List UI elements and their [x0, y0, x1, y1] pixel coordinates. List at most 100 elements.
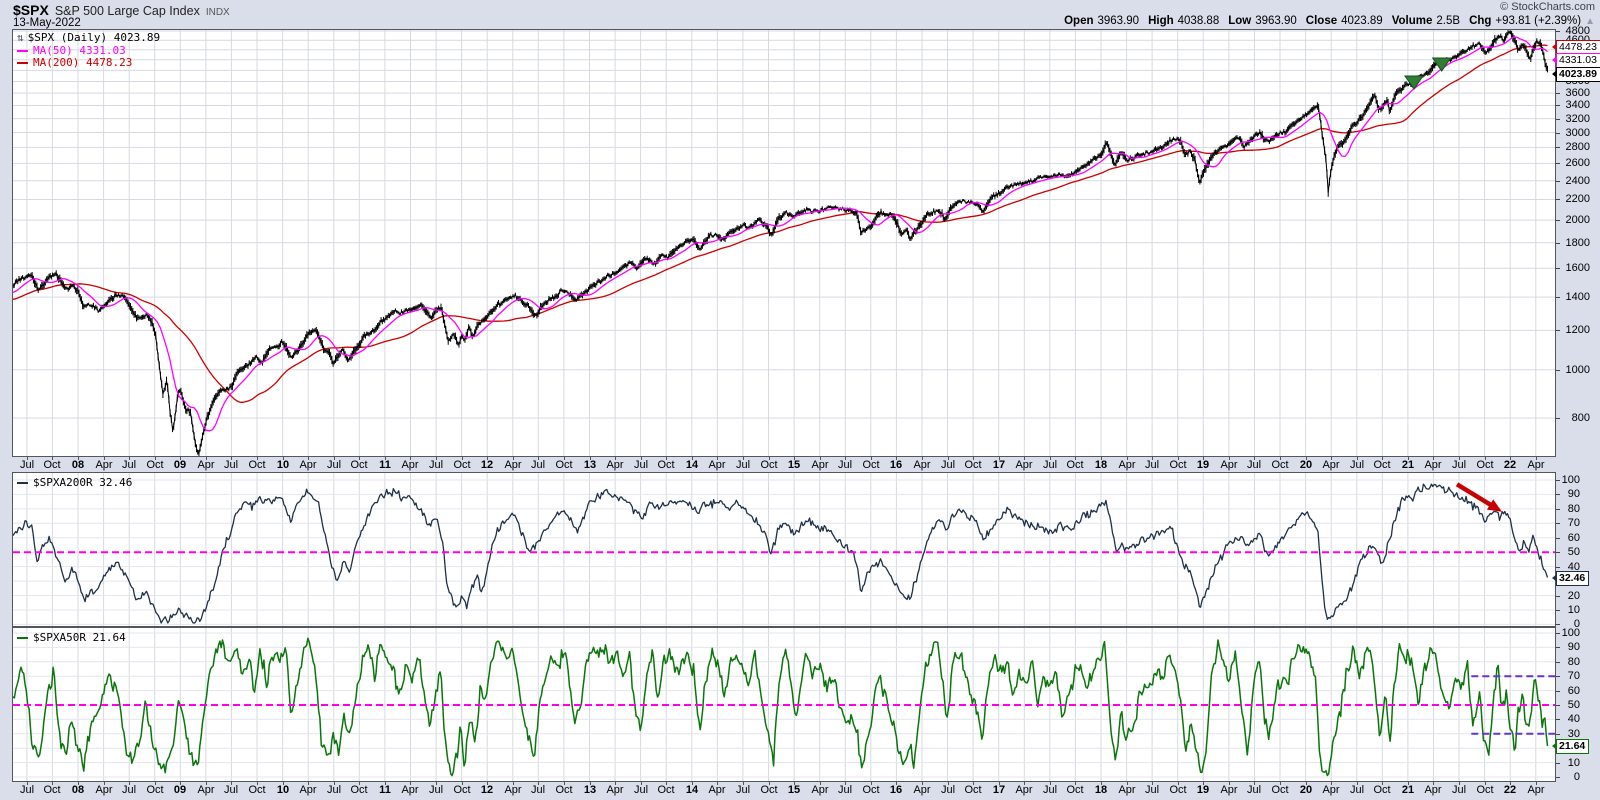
- date-tick-label: 19: [1196, 459, 1210, 471]
- value-axis-label: 80: [1567, 503, 1580, 515]
- change-up-arrow-icon: ▲: [1585, 16, 1595, 27]
- date-tick-label: Jul: [121, 459, 137, 471]
- date-tick-label: Apr: [197, 784, 215, 796]
- date-tick: [129, 457, 130, 460]
- spxa50r-value-tag: 21.64: [1551, 739, 1590, 754]
- value-axis-tick: [1556, 199, 1560, 200]
- date-tick-label: Jul: [1042, 784, 1058, 796]
- date-tick-label: Apr: [811, 784, 829, 796]
- value-axis-label: 1200: [1565, 324, 1590, 336]
- value-axis-label: 50: [1567, 699, 1580, 711]
- date-tick: [666, 457, 667, 460]
- date-tick-label: Apr: [1118, 784, 1136, 796]
- date-tick-label: Jul: [1349, 459, 1365, 471]
- spxa50r-line-swatch: [17, 637, 28, 639]
- quote-value: 2.5B: [1436, 15, 1461, 27]
- ticker-symbol: $SPX: [13, 2, 49, 18]
- date-tick: [1331, 457, 1332, 460]
- date-tick: [1075, 457, 1076, 460]
- date-tick-label: 20: [1299, 784, 1313, 796]
- date-tick: [896, 457, 897, 460]
- ticker-name: S&P 500 Large Cap Index: [54, 4, 200, 18]
- value-axis-label: 100: [1561, 474, 1580, 486]
- value-axis-tick: [1556, 610, 1560, 611]
- date-tick: [1178, 782, 1179, 785]
- date-tick: [743, 782, 744, 785]
- date-tick-label: Oct: [555, 784, 573, 796]
- date-tick-label: Jul: [837, 459, 853, 471]
- quote-value: 3963.90: [1255, 15, 1297, 27]
- date-tick: [999, 782, 1000, 785]
- date-tick: [180, 782, 181, 785]
- date-tick: [487, 782, 488, 785]
- date-tick-label: 12: [480, 459, 494, 471]
- date-tick-label: Apr: [913, 459, 931, 471]
- date-tick-label: Oct: [964, 784, 982, 796]
- date-tick-label: Oct: [350, 459, 368, 471]
- value-axis-tick: [1556, 538, 1560, 539]
- date-tick: [973, 782, 974, 785]
- quote-value: 4038.88: [1177, 15, 1220, 27]
- chart-type-icon: ⇅: [17, 31, 24, 44]
- value-axis-tick: [1556, 119, 1560, 120]
- green-triangle-down-marker: [1404, 75, 1424, 90]
- value-axis-label: 30: [1567, 728, 1580, 740]
- date-tick: [129, 782, 130, 785]
- date-tick: [27, 782, 28, 785]
- date-tick-label: Jul: [940, 459, 956, 471]
- date-tick-label: 22: [1503, 459, 1517, 471]
- date-tick-label: Apr: [1220, 459, 1238, 471]
- date-tick: [410, 782, 411, 785]
- date-tick: [948, 457, 949, 460]
- date-tick-label: Jul: [1451, 784, 1467, 796]
- date-tick-label: Oct: [1066, 459, 1084, 471]
- date-tick: [257, 782, 258, 785]
- date-tick: [1024, 782, 1025, 785]
- date-tick: [283, 457, 284, 460]
- date-tick-label: Oct: [555, 459, 573, 471]
- date-tick: [1459, 782, 1460, 785]
- value-axis-tick: [1556, 480, 1560, 481]
- value-axis-tick: [1556, 31, 1560, 32]
- date-tick: [513, 457, 514, 460]
- date-tick-label: Oct: [43, 459, 61, 471]
- date-tick: [1382, 457, 1383, 460]
- value-axis-label: 2600: [1565, 157, 1590, 169]
- ticker-exchange: INDX: [205, 7, 230, 18]
- value-axis-label: 3000: [1565, 127, 1590, 139]
- date-tick-label: 21: [1401, 459, 1415, 471]
- date-tick: [615, 457, 616, 460]
- date-tick-label: Apr: [606, 459, 624, 471]
- date-tick: [538, 457, 539, 460]
- date-tick: [231, 782, 232, 785]
- date-tick-label: Jul: [1349, 784, 1365, 796]
- date-tick: [308, 782, 309, 785]
- date-tick: [436, 457, 437, 460]
- date-tick: [513, 782, 514, 785]
- date-tick-label: Jul: [735, 459, 751, 471]
- value-axis-tick: [1556, 552, 1560, 553]
- date-tick-label: Apr: [401, 784, 419, 796]
- date-tick-label: Jul: [19, 784, 35, 796]
- date-tick: [462, 782, 463, 785]
- date-tick-label: Apr: [811, 459, 829, 471]
- spxa200r-line-swatch: [17, 482, 28, 484]
- value-axis-tick: [1556, 633, 1560, 634]
- value-axis-label: 2800: [1565, 141, 1590, 153]
- date-tick-label: Oct: [1169, 784, 1187, 796]
- value-axis-label: 1000: [1565, 364, 1590, 376]
- value-axis-label: 1800: [1565, 237, 1590, 249]
- value-axis-tick: [1556, 330, 1560, 331]
- date-tick-label: Jul: [530, 784, 546, 796]
- date-tick-label: 14: [685, 784, 699, 796]
- date-tick: [999, 457, 1000, 460]
- date-tick: [1024, 457, 1025, 460]
- date-tick: [1075, 782, 1076, 785]
- value-axis-tick: [1556, 133, 1560, 134]
- date-tick-label: 20: [1299, 459, 1313, 471]
- date-tick-label: Jul: [1144, 784, 1160, 796]
- value-axis-tick: [1556, 691, 1560, 692]
- date-tick: [1306, 457, 1307, 460]
- date-tick-label: Jul: [1451, 459, 1467, 471]
